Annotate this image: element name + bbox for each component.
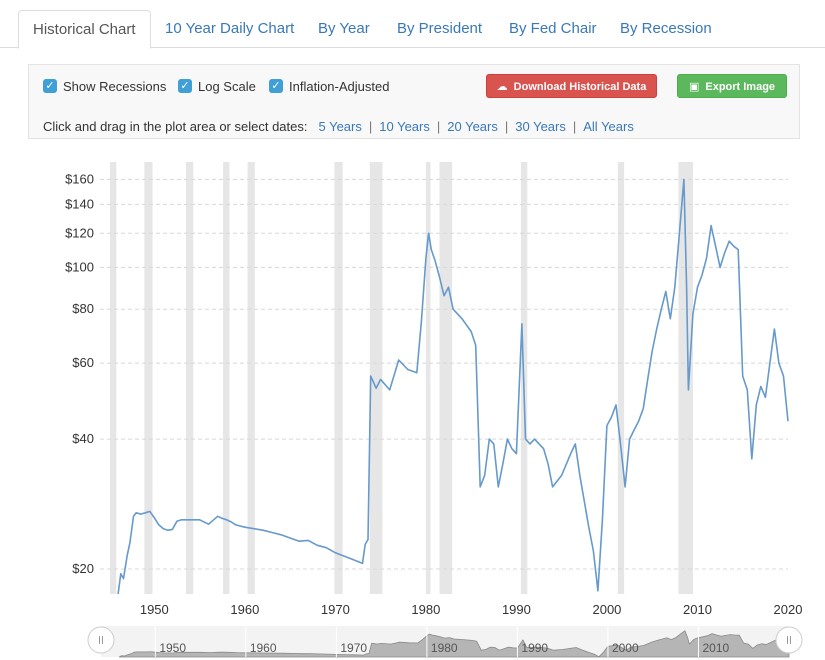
navigator-label: 2010 <box>702 641 729 655</box>
recession-band <box>186 162 194 594</box>
recession-band <box>109 162 117 594</box>
x-tick-label: 2020 <box>774 602 803 617</box>
x-tick-label: 1990 <box>502 602 531 617</box>
date-separator: | <box>504 119 509 134</box>
recession-band <box>425 162 431 594</box>
check-icon: ✓ <box>269 79 283 93</box>
recession-band <box>144 162 153 594</box>
navigator-label: 1980 <box>431 641 458 655</box>
inflation-adjusted-checkbox[interactable]: ✓ Inflation-Adjusted <box>269 78 389 94</box>
x-tick-label: 1950 <box>140 602 169 617</box>
date-link-30-years[interactable]: 30 Years <box>515 119 566 134</box>
download-button-label: Download Historical Data <box>513 81 647 93</box>
log-scale-label: Log Scale <box>198 78 256 94</box>
tab-by-fed-chair[interactable]: By Fed Chair <box>509 20 597 37</box>
recession-band <box>247 162 255 594</box>
y-axis-labels: $20 $40 $60 $80 $100 $120 $140 $160 <box>65 171 94 576</box>
recession-band <box>678 162 693 594</box>
x-tick-label: 1980 <box>411 602 440 617</box>
date-prompt: Click and drag in the plot area or selec… <box>43 119 308 134</box>
x-tick-label: 1960 <box>230 602 259 617</box>
y-tick-label: $160 <box>65 171 94 186</box>
tab-historical-chart[interactable]: Historical Chart <box>18 10 151 49</box>
chart-controls-panel: ✓ Show Recessions ✓ Log Scale ✓ Inflatio… <box>28 64 800 139</box>
recession-band <box>439 162 453 594</box>
log-scale-checkbox[interactable]: ✓ Log Scale <box>178 78 256 94</box>
recession-band <box>334 162 343 594</box>
date-separator: | <box>368 119 373 134</box>
export-image-button[interactable]: ▣ Export Image <box>677 74 787 98</box>
price-series-line <box>117 178 789 595</box>
navigator-label: 2000 <box>612 641 639 655</box>
export-button-label: Export Image <box>705 81 776 93</box>
grid-lines <box>100 178 788 570</box>
x-axis-labels: 1950 1960 1970 1980 1990 2000 2010 2020 <box>140 602 803 617</box>
show-recessions-checkbox[interactable]: ✓ Show Recessions <box>43 78 166 94</box>
download-historical-data-button[interactable]: ☁ Download Historical Data <box>486 74 657 98</box>
y-tick-label: $20 <box>72 561 94 576</box>
navigator-right-handle[interactable] <box>775 626 803 654</box>
recession-bands <box>109 162 693 594</box>
range-navigator[interactable]: 1950 1960 1970 1980 1990 2000 2010 <box>87 626 803 658</box>
tab-bar: Historical Chart 10 Year Daily Chart By … <box>0 0 825 49</box>
x-tick-label: 2000 <box>592 602 621 617</box>
x-tick-label: 2010 <box>683 602 712 617</box>
tab-by-president[interactable]: By President <box>397 20 483 37</box>
x-tick-label: 1970 <box>321 602 350 617</box>
navigator-left-handle[interactable] <box>87 626 115 654</box>
inflation-adjusted-label: Inflation-Adjusted <box>289 78 390 94</box>
date-link-10-years[interactable]: 10 Years <box>379 119 430 134</box>
y-tick-label: $140 <box>65 196 94 211</box>
image-icon: ▣ <box>688 80 700 93</box>
navigator-label: 1950 <box>159 641 186 655</box>
navigator-label: 1960 <box>250 641 277 655</box>
tab-by-year[interactable]: By Year <box>318 20 370 37</box>
navigator-label: 1970 <box>340 641 367 655</box>
check-icon: ✓ <box>178 79 192 93</box>
date-range-selector: Click and drag in the plot area or selec… <box>43 119 634 134</box>
navigator-series <box>118 630 790 658</box>
tab-10-year-daily-chart[interactable]: 10 Year Daily Chart <box>165 20 295 37</box>
navigator-label: 1990 <box>521 641 548 655</box>
date-link-20-years[interactable]: 20 Years <box>447 119 498 134</box>
date-separator: | <box>572 119 577 134</box>
y-tick-label: $120 <box>65 225 94 240</box>
y-tick-label: $40 <box>72 431 94 446</box>
y-tick-label: $60 <box>72 355 94 370</box>
date-separator: | <box>436 119 441 134</box>
show-recessions-label: Show Recessions <box>63 78 167 94</box>
cloud-download-icon: ☁ <box>496 80 508 93</box>
check-icon: ✓ <box>43 79 57 93</box>
price-chart[interactable]: $20 $40 $60 $80 $100 $120 $140 $160 1950 1960 197… <box>0 150 825 660</box>
date-link-all-years[interactable]: All Years <box>583 119 634 134</box>
recession-band <box>617 162 625 594</box>
tab-by-recession[interactable]: By Recession <box>620 20 712 37</box>
y-tick-label: $80 <box>72 301 94 316</box>
recession-band <box>369 162 383 594</box>
date-link-5-years[interactable]: 5 Years <box>318 119 362 134</box>
y-tick-label: $100 <box>65 259 94 274</box>
recession-band <box>223 162 230 594</box>
